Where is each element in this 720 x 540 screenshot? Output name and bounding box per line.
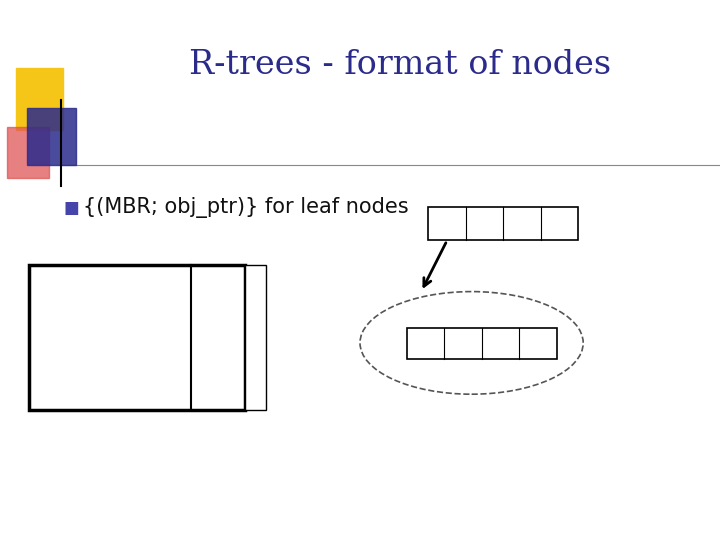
Bar — [428, 207, 578, 240]
Ellipse shape — [360, 292, 583, 394]
Text: P1: P1 — [439, 217, 455, 230]
Bar — [245, 265, 266, 410]
Text: {(MBR; obj_ptr)} for leaf nodes: {(MBR; obj_ptr)} for leaf nodes — [83, 198, 408, 218]
Text: ...: ... — [100, 363, 120, 382]
Bar — [29, 265, 245, 410]
Text: A: A — [420, 334, 431, 353]
Text: B: B — [457, 334, 469, 353]
Text: R-trees - format of nodes: R-trees - format of nodes — [189, 49, 611, 81]
Text: x-low; x-high: x-low; x-high — [60, 300, 159, 315]
Text: C: C — [495, 334, 506, 353]
Text: obj: obj — [206, 316, 230, 332]
Text: ptr: ptr — [207, 343, 229, 359]
Text: ...: ... — [246, 339, 265, 358]
Bar — [7, 127, 49, 178]
Bar — [407, 328, 557, 359]
Text: P4: P4 — [552, 217, 567, 230]
Bar — [16, 68, 63, 130]
Text: P3: P3 — [514, 217, 530, 230]
Text: y-low; y-high: y-low; y-high — [61, 326, 158, 341]
Bar — [27, 108, 76, 165]
Text: P2: P2 — [477, 217, 492, 230]
Text: ■: ■ — [63, 199, 79, 217]
